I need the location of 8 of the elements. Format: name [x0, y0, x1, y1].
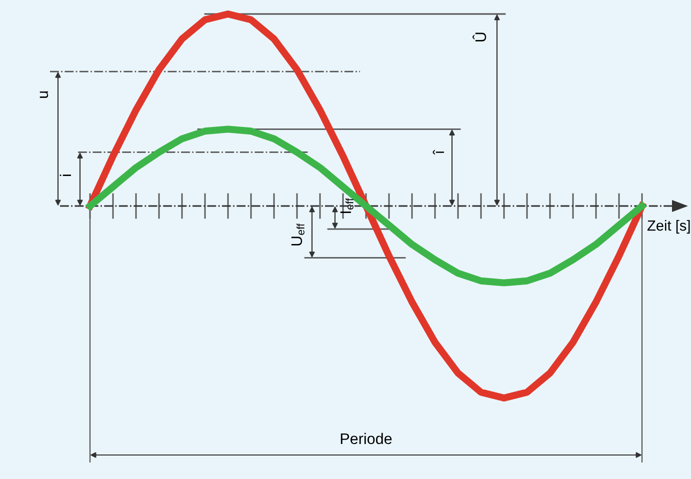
text: Periode	[340, 432, 392, 444]
ref-line-label: u	[40, 91, 48, 98]
ref-line-label: Û	[472, 32, 486, 42]
ref-line-label: I$_{eff}$	[340, 198, 354, 213]
ref-line-label: i	[60, 174, 71, 176]
legend-label: U$_{eff}$	[291, 223, 304, 246]
ref-line-label: î	[432, 150, 444, 155]
x-axis-title: Zeit [s]	[647, 220, 690, 234]
